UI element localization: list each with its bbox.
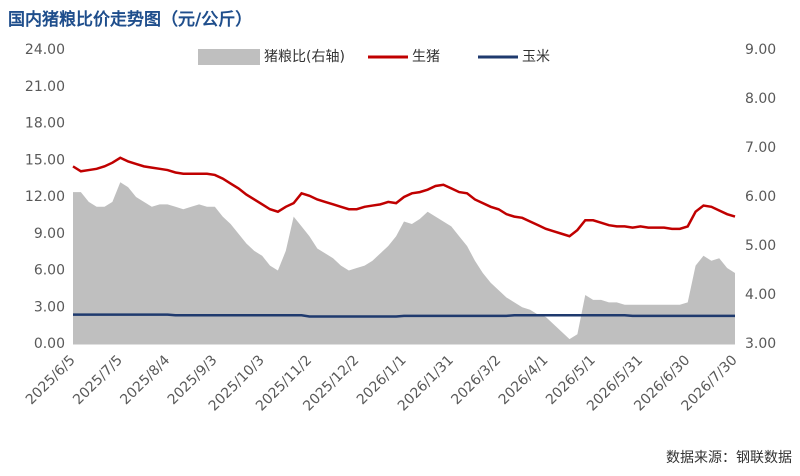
legend-swatch	[198, 49, 260, 65]
x-tick-label: 2025/7/5	[70, 352, 126, 408]
y-tick-label: 21.00	[25, 79, 65, 95]
y2-tick-label: 6.00	[745, 189, 776, 205]
line	[73, 313, 735, 318]
y-tick-label: 0.00	[34, 336, 65, 352]
y2-tick-label: 4.00	[745, 287, 776, 303]
y2-tick-label: 5.00	[745, 238, 776, 254]
y-tick-label: 3.00	[34, 299, 65, 315]
y-tick-label: 9.00	[34, 226, 65, 242]
x-tick-label: 2025/6/5	[23, 352, 79, 408]
source: 数据来源：钢联数据	[666, 450, 792, 466]
y-tick-label: 24.00	[25, 42, 65, 58]
legend-label: 生猪	[412, 49, 440, 65]
y2-tick-label: 3.00	[745, 336, 776, 352]
y2-tick-label: 7.00	[745, 140, 776, 156]
legend-label: 玉米	[522, 49, 550, 65]
x-tick-label: 2026/3/2	[448, 352, 504, 408]
x-tick-label: 2026/4/1	[496, 352, 552, 408]
line	[72, 156, 736, 238]
y-tick-label: 6.00	[34, 263, 65, 279]
area	[73, 182, 735, 344]
y-tick-label: 12.00	[25, 189, 65, 205]
y2-tick-label: 8.00	[745, 91, 776, 107]
y2-tick-label: 9.00	[745, 42, 776, 58]
y-tick-label: 18.00	[25, 116, 65, 132]
chart-title: 国内猪粮比价走势图（元/公斤）	[8, 9, 252, 30]
x-tick-label: 2025/8/4	[117, 352, 173, 408]
legend-label: 猪粮比(右轴)	[264, 49, 345, 65]
y-tick-label: 15.00	[25, 152, 65, 168]
